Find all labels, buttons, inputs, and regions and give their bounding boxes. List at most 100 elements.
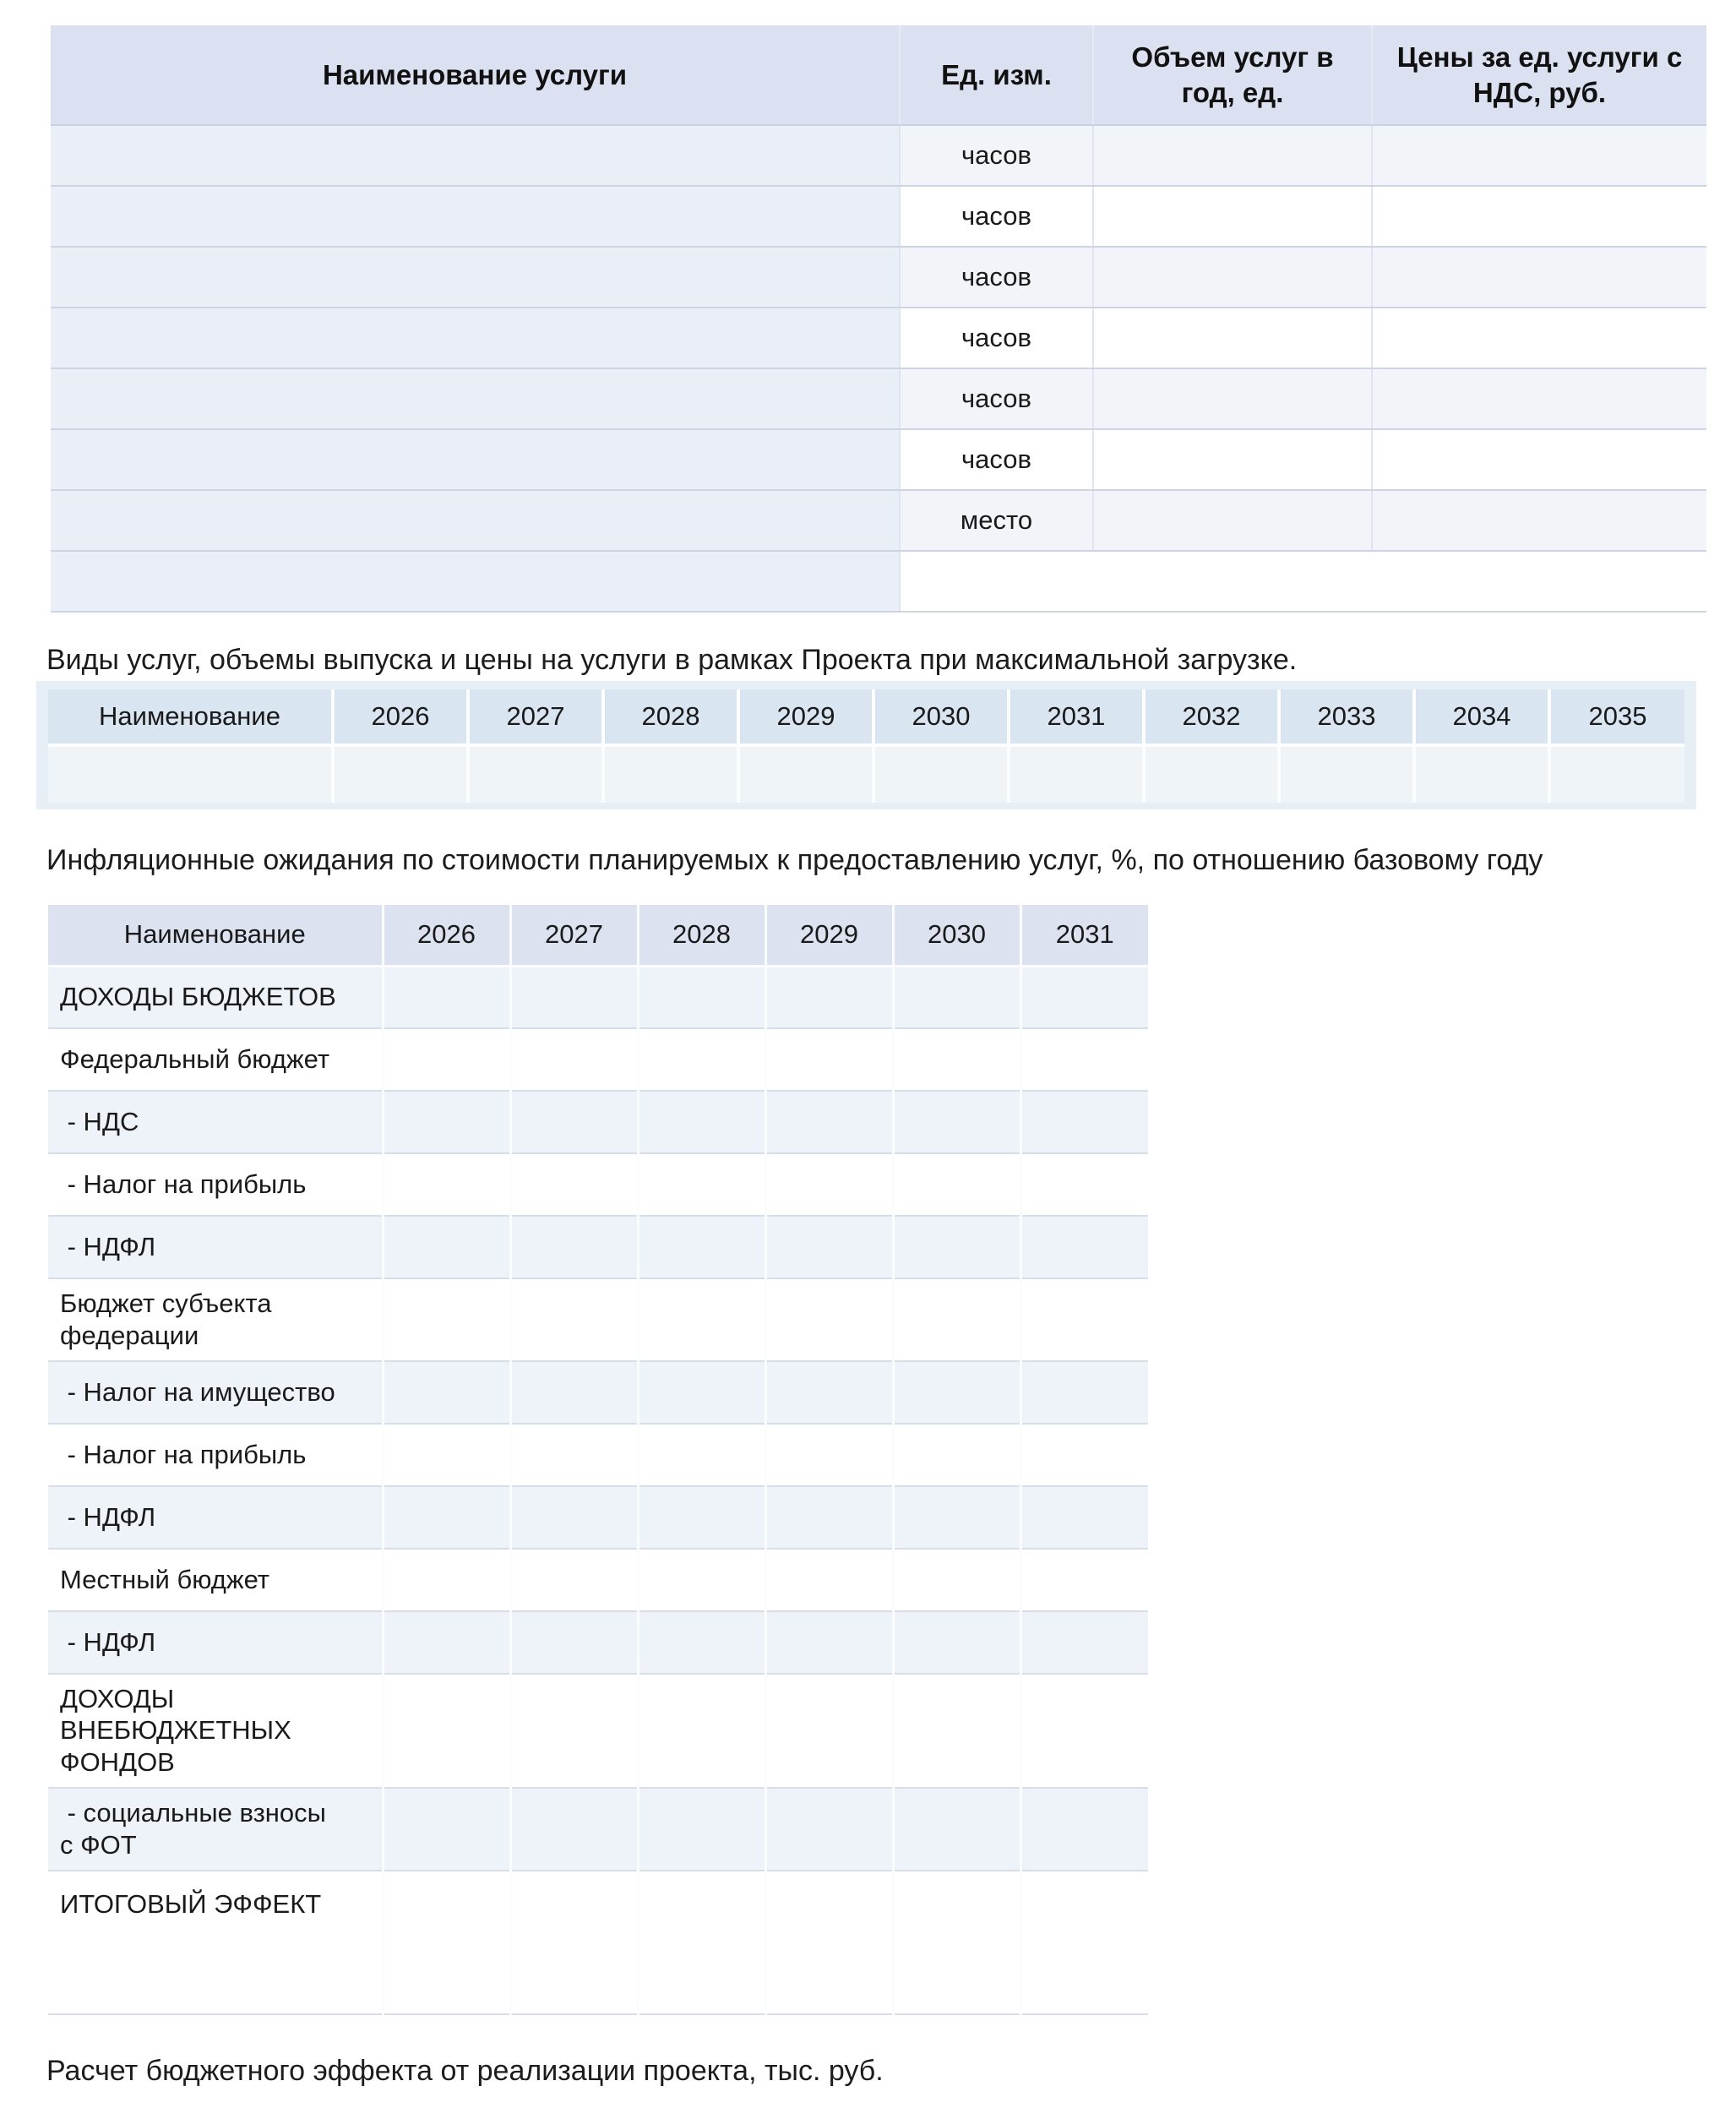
column-header-year-2026: 2026	[383, 905, 512, 967]
services-prices-table: Наименование услуги Ед. изм. Объем услуг…	[51, 25, 1706, 613]
service-name-cell	[51, 125, 901, 187]
year-value-cell-2026	[383, 1091, 512, 1154]
year-value-cell-2030	[893, 1788, 1022, 1871]
budget-row: - Налог на прибыль	[48, 1423, 1148, 1487]
budget-row: ИТОГОВЫЙ ЭФФЕКТ	[48, 1870, 1148, 2015]
column-header-year-2027: 2027	[510, 905, 639, 967]
budget-row: ДОХОДЫ БЮДЖЕТОВ	[48, 966, 1148, 1029]
year-value-cell-2030	[893, 1423, 1022, 1487]
year-value-cell-2026	[383, 1610, 512, 1675]
year-value-cell-2027	[510, 1485, 639, 1550]
year-value-cell-2031	[1020, 1423, 1148, 1487]
column-header-year-2028: 2028	[603, 689, 740, 747]
year-value-cell-2033	[1279, 745, 1416, 803]
year-value-cell-2028	[638, 1028, 767, 1092]
year-value-cell-2027	[510, 1788, 639, 1871]
column-header-price: Цены за ед. услуги с НДС, руб.	[1372, 25, 1706, 126]
year-value-cell-2026	[383, 1423, 512, 1487]
year-value-cell-2028	[638, 1278, 767, 1362]
service-row: место	[51, 490, 1706, 552]
year-value-cell-2026	[383, 1028, 512, 1092]
budget-row-label-cell: - НДФЛ	[48, 1485, 384, 1550]
year-value-cell-2028	[638, 1360, 767, 1424]
year-value-cell-2029	[765, 1091, 895, 1154]
year-value-cell-2029	[765, 1153, 895, 1217]
year-value-cell-2031	[1020, 1485, 1148, 1550]
budget-row: Бюджет субъекта федерации	[48, 1278, 1148, 1362]
year-value-cell-2030	[893, 1091, 1022, 1154]
column-header-year-2031: 2031	[1009, 689, 1146, 747]
year-value-cell-2027	[510, 1028, 639, 1092]
budget-row: - НДС	[48, 1091, 1148, 1154]
price-cell	[1372, 247, 1706, 308]
volume-cell	[1093, 308, 1373, 369]
service-row: часов	[51, 429, 1706, 491]
service-row: часов	[51, 247, 1706, 308]
year-value-cell-2028	[638, 1870, 767, 2015]
year-value-cell-2028	[638, 1091, 767, 1154]
budget-effect-table-body: ДОХОДЫ БЮДЖЕТОВ Федеральный бюджет - НДС …	[48, 966, 1148, 2015]
budget-row-label-cell: - НДС	[48, 1091, 384, 1154]
budget-effect-table: Наименование 2026 2027 2028 2029 2030 20…	[48, 905, 1148, 2015]
service-row: часов	[51, 308, 1706, 369]
budget-row: - НДФЛ	[48, 1216, 1148, 1279]
year-value-cell-2029	[765, 1610, 895, 1675]
year-value-cell-2026	[383, 1673, 512, 1789]
year-value-cell-2031	[1020, 1091, 1148, 1154]
year-value-cell-2029	[765, 1788, 895, 1871]
year-value-cell-2030	[873, 745, 1010, 803]
header-row: Наименование 2026 2027 2028 2029 2030 20…	[48, 689, 1684, 747]
unit-cell: место	[900, 490, 1094, 552]
year-value-cell-2026	[383, 1788, 512, 1871]
column-header-year-2030: 2030	[873, 689, 1010, 747]
column-header-year-2035: 2035	[1549, 689, 1684, 747]
caption-budget: Расчет бюджетного эффекта от реализации …	[46, 2054, 884, 2087]
year-value-cell-2028	[638, 1673, 767, 1789]
year-value-cell-2027	[510, 1610, 639, 1675]
price-cell	[1372, 490, 1706, 552]
column-header-year-2029: 2029	[738, 689, 875, 747]
year-value-cell-2029	[765, 1028, 895, 1092]
price-cell	[1372, 186, 1706, 248]
year-value-cell-2027	[510, 1278, 639, 1362]
column-header-year-2026: 2026	[333, 689, 470, 747]
volume-cell	[1093, 368, 1373, 430]
budget-row: - Налог на имущество	[48, 1360, 1148, 1424]
price-cell	[1372, 125, 1706, 187]
services-prices-table-header: Наименование услуги Ед. изм. Объем услуг…	[51, 25, 1706, 126]
budget-row-label-cell: Бюджет субъекта федерации	[48, 1278, 384, 1362]
year-value-cell-2026	[383, 966, 512, 1029]
service-row: часов	[51, 125, 1706, 187]
year-value-cell-2029	[765, 1360, 895, 1424]
header-row: Наименование услуги Ед. изм. Объем услуг…	[51, 25, 1706, 126]
service-name-cell	[51, 551, 901, 613]
year-value-cell-2028	[638, 1423, 767, 1487]
year-value-cell-2027	[510, 1153, 639, 1217]
price-cell	[1372, 368, 1706, 430]
year-value-cell-2034	[1414, 745, 1551, 803]
budget-row-label-cell: - НДФЛ	[48, 1610, 384, 1675]
service-row: часов	[51, 368, 1706, 430]
year-value-cell-2030	[893, 1610, 1022, 1675]
yearly-volumes-table: Наименование 2026 2027 2028 2029 2030 20…	[48, 689, 1684, 803]
year-value-cell-2031	[1020, 966, 1148, 1029]
volume-cell	[1093, 490, 1373, 552]
year-value-cell-2031	[1020, 1548, 1148, 1612]
year-value-cell-2031	[1009, 745, 1146, 803]
year-value-cell-2026	[383, 1360, 512, 1424]
year-value-cell-2029	[765, 966, 895, 1029]
year-value-cell-2026	[333, 745, 470, 803]
year-value-cell-2030	[893, 1673, 1022, 1789]
year-value-cell-2028	[638, 1153, 767, 1217]
unit-cell: часов	[900, 308, 1094, 369]
year-value-cell-2032	[1144, 745, 1281, 803]
column-header-year-2033: 2033	[1279, 689, 1416, 747]
year-value-cell-2028	[603, 745, 740, 803]
budget-row-label-cell: - Налог на имущество	[48, 1360, 384, 1424]
service-name-cell	[51, 368, 901, 430]
year-value-cell-2026	[383, 1153, 512, 1217]
header-row: Наименование 2026 2027 2028 2029 2030 20…	[48, 905, 1148, 967]
year-value-cell-2031	[1020, 1870, 1148, 2015]
budget-row-label-cell: - Налог на прибыль	[48, 1423, 384, 1487]
